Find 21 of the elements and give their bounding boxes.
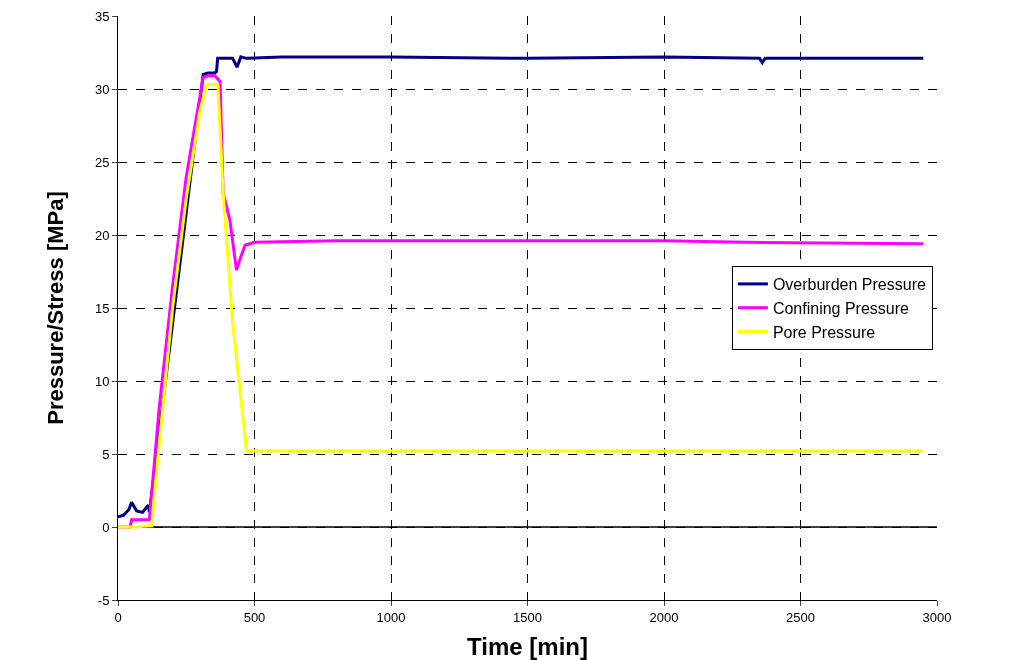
- x-tick-label: 2000: [649, 609, 679, 625]
- y-tick-label: 0: [102, 519, 110, 535]
- y-tick-label: 30: [94, 81, 110, 97]
- legend-label: Confining Pressure: [772, 299, 910, 317]
- x-tick-label: 3000: [922, 609, 952, 625]
- y-axis-title: Pressure/Stress [MPa]: [42, 191, 68, 425]
- legend-label: Overburden Pressure: [772, 276, 926, 294]
- x-tick-label: 2500: [786, 609, 815, 625]
- legend-label: Pore Pressure: [772, 323, 876, 341]
- x-tick-label: 1500: [513, 609, 542, 625]
- x-axis-title: Time [min]: [467, 633, 588, 660]
- y-tick-label: 15: [94, 300, 110, 316]
- y-tick-label: 25: [94, 154, 110, 170]
- y-tick-label: 35: [94, 8, 110, 24]
- y-tick-label: 10: [94, 373, 110, 389]
- y-tick-label: 20: [94, 227, 110, 243]
- x-tick-label: 0: [114, 609, 122, 625]
- y-tick-label: 5: [102, 446, 110, 462]
- x-tick-label: 500: [243, 609, 266, 625]
- y-tick-label: -5: [97, 592, 110, 608]
- x-tick-label: 1000: [376, 609, 406, 625]
